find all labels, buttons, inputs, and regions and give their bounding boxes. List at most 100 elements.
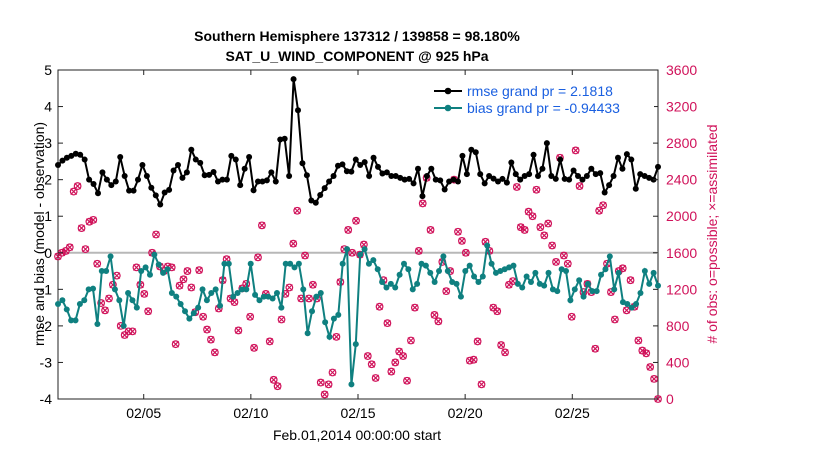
- obs-assimilated-marker: [540, 231, 548, 239]
- obs-assimilated-marker: [266, 338, 274, 345]
- obs-possible-marker: [210, 348, 219, 357]
- y-tick-label-right: 2400: [666, 172, 697, 188]
- rmse-point: [286, 173, 293, 180]
- x-tick-label: 02/10: [233, 405, 268, 421]
- bias-point: [304, 330, 311, 337]
- obs-assimilated-marker: [250, 344, 258, 352]
- rmse-point: [597, 170, 604, 177]
- bias-point: [598, 271, 605, 278]
- obs-possible-marker: [140, 290, 149, 298]
- bias-point: [125, 289, 132, 296]
- y-tick-label-left: -3: [40, 354, 53, 370]
- obs-assimilated-marker: [372, 374, 380, 382]
- obs-possible-marker: [501, 348, 509, 357]
- bias-point: [177, 300, 184, 307]
- obs-possible-marker: [152, 230, 160, 239]
- obs-possible-marker: [430, 311, 439, 319]
- rmse-point: [570, 167, 577, 174]
- obs-assimilated-marker: [474, 338, 482, 345]
- rmse-point: [557, 156, 564, 163]
- bias-point: [436, 268, 443, 275]
- obs-possible-marker: [559, 251, 568, 260]
- obs-assimilated-marker: [591, 345, 599, 353]
- y-tick-label-left: -4: [40, 391, 53, 407]
- bias-point: [396, 271, 403, 278]
- obs-assimilated-marker: [387, 368, 395, 376]
- rmse-point: [352, 156, 359, 163]
- bias-point: [309, 308, 316, 315]
- obs-possible-marker: [473, 337, 482, 346]
- bias-point: [273, 289, 280, 296]
- rmse-point: [321, 185, 328, 192]
- bias-point: [387, 280, 394, 287]
- bias-point: [103, 268, 110, 275]
- obs-assimilated-marker: [434, 317, 442, 325]
- rmse-point: [126, 187, 133, 194]
- rmse-point: [290, 76, 297, 83]
- bias-point: [593, 288, 600, 295]
- bias-point: [519, 284, 526, 291]
- legend: rmse grand pr = 2.1818 bias grand pr = -…: [432, 79, 654, 121]
- bias-point: [186, 315, 193, 322]
- rmse-point: [308, 197, 315, 204]
- rmse-point: [472, 149, 479, 156]
- rmse-point: [508, 159, 515, 166]
- rmse-point: [530, 151, 537, 158]
- obs-possible-marker: [171, 340, 180, 349]
- obs-assimilated-marker: [564, 260, 572, 268]
- rmse-point: [223, 176, 230, 183]
- bias-point: [269, 295, 276, 302]
- obs-possible-marker: [348, 248, 357, 257]
- bias-point: [655, 282, 661, 289]
- obs-possible-marker: [332, 332, 341, 341]
- obs-assimilated-marker: [329, 369, 336, 376]
- obs-possible-marker: [528, 212, 537, 221]
- bias-point: [55, 300, 61, 307]
- bias-point: [76, 300, 83, 307]
- rmse-point: [197, 159, 204, 166]
- obs-assimilated-marker: [293, 207, 301, 215]
- rmse-point: [179, 174, 186, 181]
- bias-point: [68, 317, 75, 324]
- bias-point: [107, 253, 114, 260]
- y-tick-label-left: -2: [40, 318, 53, 334]
- obs-assimilated-marker: [391, 359, 399, 366]
- obs-possible-marker: [305, 294, 313, 303]
- obs-possible-marker: [344, 226, 353, 234]
- y-axis-label-right: # of obs: o=possible; ×=assimilated: [704, 124, 720, 343]
- obs-assimilated-marker: [517, 223, 525, 231]
- bias-point: [164, 266, 171, 273]
- legend-bias-marker: [444, 104, 452, 112]
- bias-point: [300, 286, 307, 293]
- obs-assimilated-marker: [140, 290, 148, 298]
- bias-point: [527, 279, 534, 286]
- obs-assimilated-marker: [470, 356, 478, 364]
- bias-point: [295, 260, 302, 267]
- bias-point: [466, 262, 473, 269]
- rmse-point: [610, 173, 617, 180]
- obs-assimilated-marker: [203, 326, 211, 333]
- obs-assimilated-marker: [195, 266, 203, 274]
- bias-point: [138, 268, 145, 275]
- obs-possible-marker: [591, 344, 600, 353]
- bias-point: [330, 315, 337, 322]
- rmse-point: [375, 163, 381, 170]
- bias-point: [94, 321, 101, 328]
- obs-assimilated-marker: [548, 242, 556, 249]
- y-tick-label-right: 800: [666, 318, 690, 334]
- bias-point: [567, 297, 574, 304]
- rmse-point: [490, 175, 497, 182]
- rmse-point: [250, 187, 257, 194]
- rmse-point: [628, 156, 635, 163]
- bias-point: [111, 286, 118, 293]
- obs-assimilated-marker: [70, 188, 78, 195]
- bias-point: [400, 260, 407, 267]
- obs-assimilated-marker: [180, 275, 187, 283]
- obs-assimilated-marker: [513, 183, 521, 191]
- rmse-point: [415, 165, 421, 172]
- rmse-point: [157, 201, 164, 208]
- y-tick-label-right: 2800: [666, 135, 697, 151]
- bias-point: [427, 269, 434, 276]
- rmse-point: [655, 163, 661, 170]
- bias-point: [532, 269, 539, 276]
